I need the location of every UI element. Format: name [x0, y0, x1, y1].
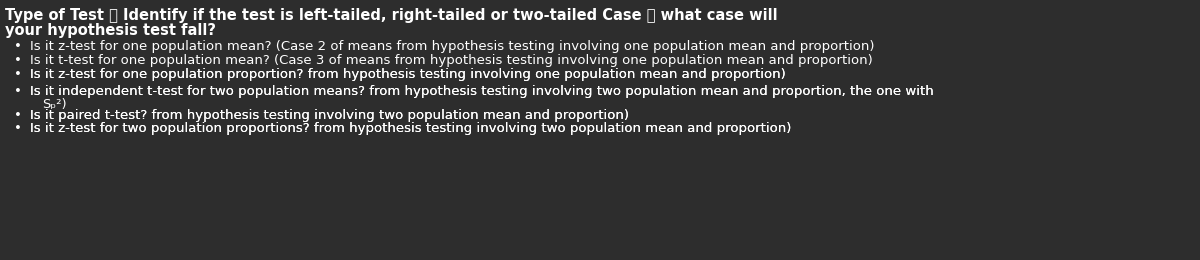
Text: Sₚ²): Sₚ²): [42, 98, 67, 111]
Text: Is it t-test for one population mean? (Case 3 of means from hypothesis testing i: Is it t-test for one population mean? (C…: [30, 54, 872, 67]
Text: Is it z-test for two population proportions? from hypothesis testing involving t: Is it z-test for two population proporti…: [30, 122, 791, 135]
Text: •: •: [14, 54, 22, 67]
Text: •: •: [14, 68, 22, 81]
Text: •: •: [14, 122, 22, 135]
Text: •: •: [14, 85, 22, 98]
Text: Is it z-test for one population proportion? from hypothesis testing involving on: Is it z-test for one population proporti…: [30, 68, 786, 81]
Text: Is it paired t-test? from hypothesis testing involving two population mean and p: Is it paired t-test? from hypothesis tes…: [30, 109, 629, 122]
Text: Is it independent t-test for two population means? from hypothesis testing invol: Is it independent t-test for two populat…: [30, 85, 934, 98]
Text: •: •: [14, 40, 22, 53]
Text: Is it paired t-test? from hypothesis testing involving two population mean and p: Is it paired t-test? from hypothesis tes…: [30, 109, 629, 122]
Text: •: •: [14, 109, 22, 122]
Text: Is it z-test for one population proportion? from hypothesis testing involving on: Is it z-test for one population proporti…: [30, 68, 786, 81]
Text: Is it z-test for two population proportions? from hypothesis testing involving t: Is it z-test for two population proporti…: [30, 122, 791, 135]
Text: Is it z-test for one population mean? (Case 2 of means from hypothesis testing i: Is it z-test for one population mean? (C…: [30, 40, 875, 53]
Text: Is it independent t-test for two population means? from hypothesis testing invol: Is it independent t-test for two populat…: [30, 85, 934, 98]
Text: Type of Test Ⓙ Identify if the test is left-tailed, right-tailed or two-tailed C: Type of Test Ⓙ Identify if the test is l…: [5, 8, 778, 23]
Text: your hypothesis test fall?: your hypothesis test fall?: [5, 23, 216, 38]
